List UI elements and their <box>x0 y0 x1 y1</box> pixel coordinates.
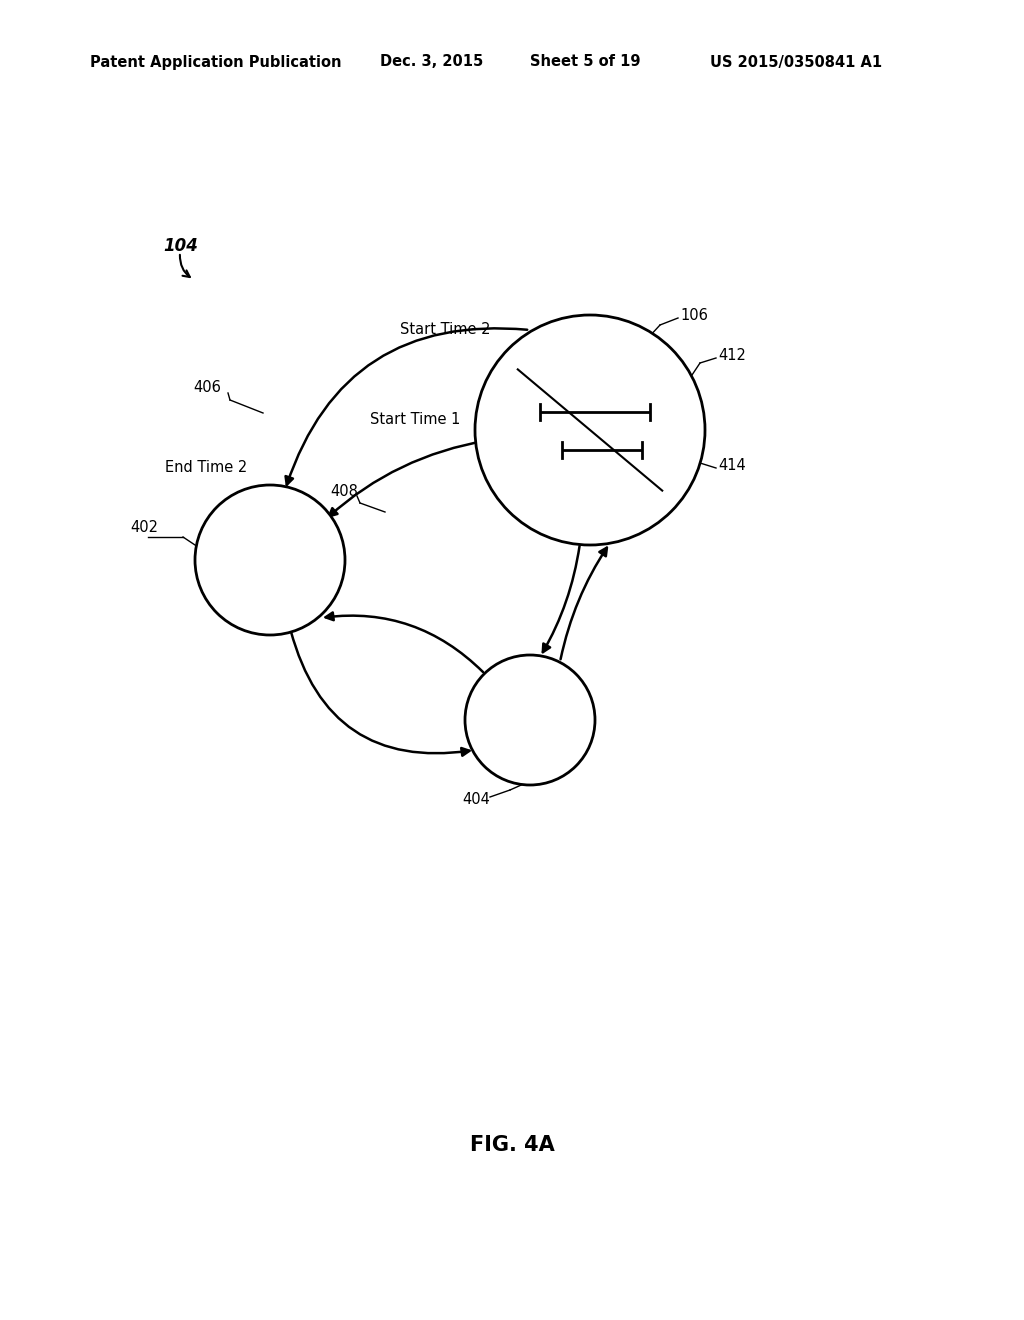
FancyArrowPatch shape <box>560 548 607 659</box>
Text: 406: 406 <box>193 380 221 396</box>
Text: 412: 412 <box>718 348 745 363</box>
Text: 414: 414 <box>718 458 745 474</box>
Text: 104: 104 <box>163 238 198 255</box>
Text: 404: 404 <box>462 792 489 808</box>
Circle shape <box>475 315 705 545</box>
Text: FIG. 4A: FIG. 4A <box>470 1135 554 1155</box>
FancyArrowPatch shape <box>326 612 483 672</box>
Text: 408: 408 <box>330 484 357 499</box>
FancyArrowPatch shape <box>329 441 487 516</box>
FancyArrowPatch shape <box>286 329 527 484</box>
Circle shape <box>465 655 595 785</box>
Text: Sheet 5 of 19: Sheet 5 of 19 <box>530 54 640 70</box>
Text: 106: 106 <box>680 309 708 323</box>
Text: Start Time 1: Start Time 1 <box>370 412 461 428</box>
Text: US 2015/0350841 A1: US 2015/0350841 A1 <box>710 54 882 70</box>
Text: Patent Application Publication: Patent Application Publication <box>90 54 341 70</box>
FancyArrowPatch shape <box>291 631 469 756</box>
Text: Dec. 3, 2015: Dec. 3, 2015 <box>380 54 483 70</box>
Text: End Time 1: End Time 1 <box>255 523 337 537</box>
Text: 402: 402 <box>130 520 158 536</box>
Circle shape <box>195 484 345 635</box>
FancyArrowPatch shape <box>543 545 580 652</box>
Text: End Time 2: End Time 2 <box>165 461 247 475</box>
Text: Start Time 2: Start Time 2 <box>400 322 490 338</box>
